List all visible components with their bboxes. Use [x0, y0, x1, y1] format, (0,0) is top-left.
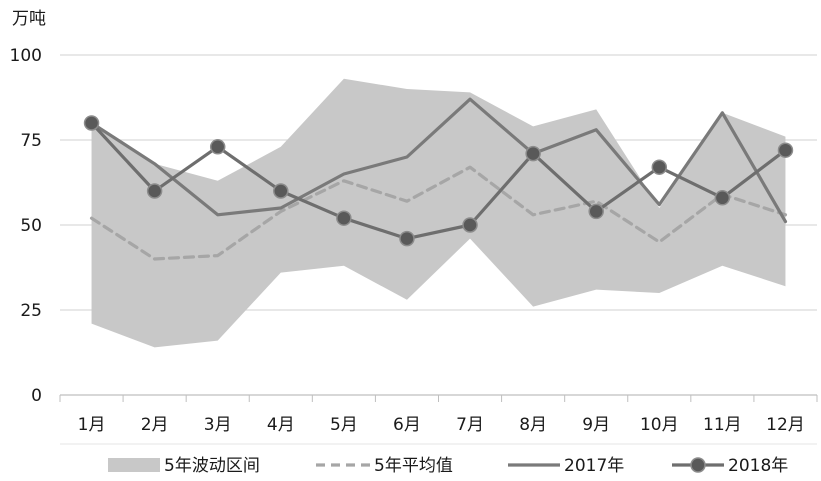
- point-2018: [336, 210, 352, 226]
- point-2018: [273, 183, 289, 199]
- legend-marker-2018: [690, 457, 706, 473]
- x-tick-label: 6月: [393, 415, 421, 435]
- series-lines: [89, 97, 788, 261]
- x-tick-label: 11月: [703, 415, 742, 435]
- y-tick-label: 100: [10, 46, 42, 66]
- band-area: [91, 78, 786, 348]
- point-2018: [588, 203, 604, 220]
- legend-label-2017: 2017年: [564, 456, 624, 476]
- y-tick-label: 50: [20, 216, 42, 236]
- volatility-band: [91, 78, 786, 348]
- point-2018: [83, 115, 100, 131]
- point-2018: [146, 183, 163, 199]
- point-2018: [462, 217, 478, 233]
- series-line-2018: [89, 121, 788, 241]
- x-tick-label: 8月: [519, 415, 547, 435]
- legend: 5年波动区间 5年平均值 2017年 2018年: [60, 443, 817, 476]
- x-tick-label: 10月: [640, 415, 679, 435]
- y-axis-unit-label: 万吨: [12, 9, 46, 29]
- legend-swatch-band: [108, 458, 160, 472]
- legend-label-avg: 5年平均值: [374, 456, 453, 476]
- x-tick-label: 12月: [766, 415, 805, 435]
- legend-label-2018: 2018年: [728, 456, 788, 476]
- y-tick-label: 0: [31, 386, 42, 406]
- legend-label-band: 5年波动区间: [164, 456, 260, 476]
- y-tick-label: 25: [20, 301, 42, 321]
- x-tick-label: 3月: [204, 415, 232, 435]
- x-tick-label: 1月: [78, 415, 106, 435]
- series-line-avg: [89, 165, 788, 261]
- point-2018: [525, 145, 541, 162]
- point-2018: [714, 190, 731, 206]
- point-2018: [209, 139, 226, 155]
- axes: 0 25 50 75 100 1月 2月 3月 4月 5月 6月 7月 8月 9月 10月 11月 12月: [10, 46, 818, 435]
- point-2018: [651, 159, 668, 175]
- y-tick-label: 75: [20, 131, 42, 151]
- x-tick-label: 2月: [141, 415, 169, 435]
- x-tick-label: 4月: [267, 415, 295, 435]
- point-2018: [399, 230, 415, 247]
- series-line-2017: [89, 97, 788, 224]
- x-tick-label: 7月: [456, 415, 484, 435]
- x-tick-label: 5月: [330, 415, 358, 435]
- point-2018: [777, 142, 794, 158]
- series-markers: [83, 115, 794, 247]
- x-tick-label: 9月: [582, 415, 610, 435]
